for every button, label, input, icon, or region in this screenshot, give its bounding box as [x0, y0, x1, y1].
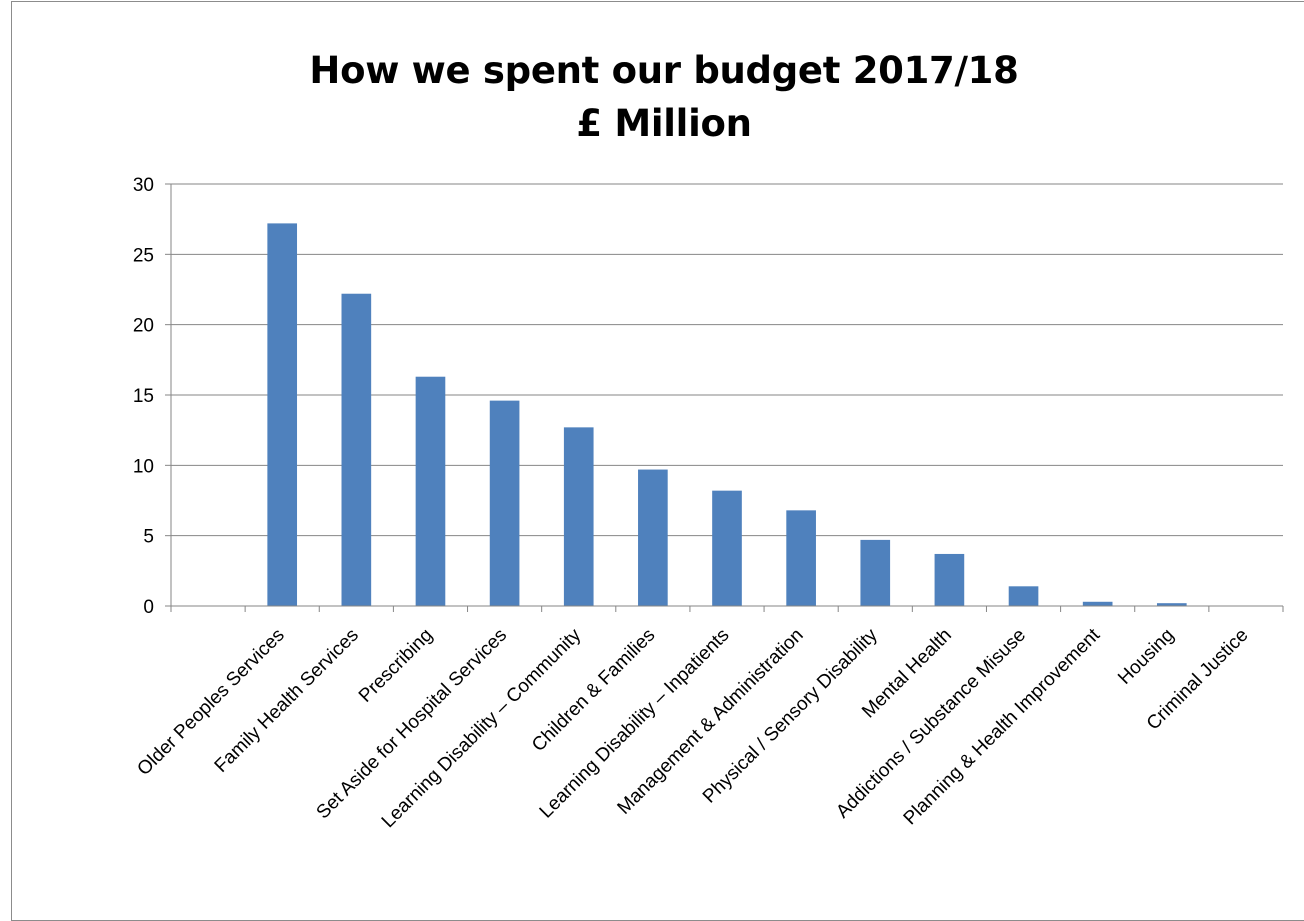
bar-chart: 0 5 10 15 20 25 30 Older Peoples ServicesFamil… — [133, 175, 1284, 832]
bar — [786, 510, 816, 606]
bar — [489, 400, 520, 606]
x-tick-label: Housing — [1114, 625, 1178, 689]
bar — [267, 223, 298, 607]
y-tick-label: 10 — [133, 456, 154, 477]
chart-subtitle: £ Million — [576, 102, 752, 145]
x-tick-label: Family Health Services — [211, 625, 363, 777]
y-tick-label: 15 — [133, 386, 154, 407]
bar — [415, 376, 446, 606]
x-tick-label: Older Peoples Services — [133, 625, 288, 780]
chart-title: How we spent our budget 2017/18 — [309, 49, 1019, 92]
y-tick-label: 0 — [143, 597, 154, 618]
bar — [638, 469, 668, 606]
bar — [712, 490, 742, 606]
y-axis: 0 5 10 15 20 25 30 — [133, 175, 172, 618]
y-tick-label: 20 — [133, 316, 154, 337]
bar — [563, 427, 594, 606]
x-tick-label: Prescribing — [355, 625, 437, 707]
bar — [1156, 603, 1187, 606]
bars — [267, 223, 1187, 607]
gridlines — [171, 183, 1283, 537]
x-tick-label: Children & Families — [528, 625, 659, 756]
y-tick-label: 5 — [143, 527, 154, 548]
y-tick-label: 30 — [133, 175, 154, 196]
bar — [934, 553, 965, 606]
bar — [860, 539, 891, 606]
y-tick-label: 25 — [133, 245, 154, 266]
bar — [1008, 586, 1039, 606]
bar — [341, 293, 372, 606]
bar — [1082, 601, 1113, 606]
